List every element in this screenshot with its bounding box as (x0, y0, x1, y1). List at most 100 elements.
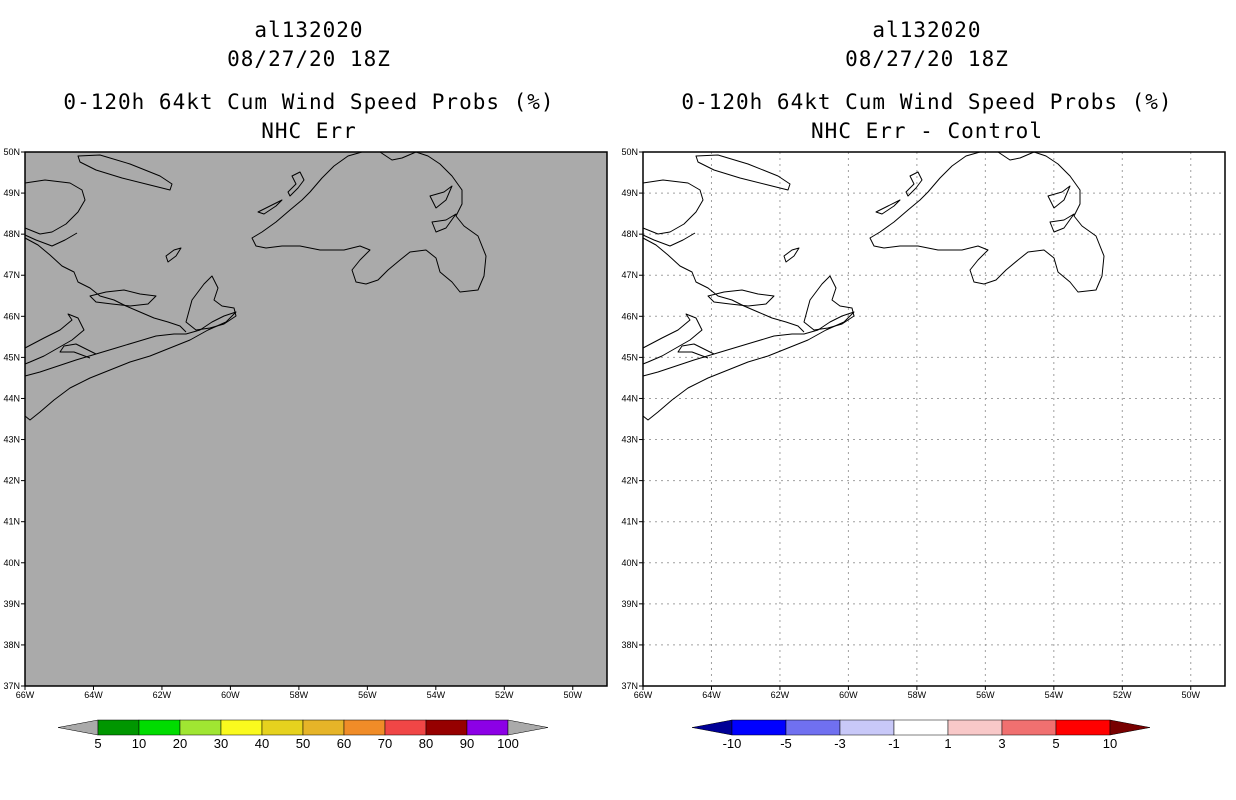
coastline (24, 232, 78, 247)
lon-tick-label: 56W (976, 690, 995, 700)
lat-tick-label: 42N (3, 476, 20, 486)
colorbar-label: 70 (378, 736, 392, 751)
lat-tick-label: 47N (3, 270, 20, 280)
colorbar-label: -3 (834, 736, 846, 751)
colorbar-swatch (1001, 719, 1057, 736)
map-frame (642, 151, 1226, 687)
lon-tick-label: 52W (495, 690, 514, 700)
lon-tick-label: 54W (427, 690, 446, 700)
lat-tick-label: 39N (3, 599, 20, 609)
probability-map: 66W 64W 62W 60W 58W 56W 54W 52W 50W 37N 38N 39N 40N 4… (3, 147, 608, 751)
coastline (429, 185, 453, 209)
lon-tick-label: 66W (16, 690, 35, 700)
colorbar-label: 100 (497, 736, 519, 751)
coastline (869, 151, 1105, 293)
lon-tick-label: 54W (1045, 690, 1064, 700)
lat-tick-label: 45N (3, 352, 20, 362)
coastline (24, 313, 85, 365)
lat-tick-label: 46N (3, 311, 20, 321)
coastline (642, 179, 704, 235)
difference-map: 66W 64W 62W 60W 58W 56W 54W 52W 50W 37N 38N 39N 40N 4… (621, 147, 1226, 751)
colorbar-label: -10 (723, 736, 742, 751)
lon-tick-label: 64W (84, 690, 103, 700)
coastline (165, 247, 182, 263)
map-background (643, 152, 1225, 686)
colorbar-swatch (893, 719, 949, 736)
coastline (707, 289, 775, 307)
lat-tick-label: 48N (621, 229, 638, 239)
colorbar-label: 80 (419, 736, 433, 751)
coastline (642, 237, 805, 333)
colorbar-label: -5 (780, 736, 792, 751)
lat-tick-label: 50N (621, 147, 638, 157)
lat-tick-label: 40N (3, 558, 20, 568)
lat-tick-label: 41N (621, 517, 638, 527)
colorbar-label: -1 (888, 736, 900, 751)
colorbar-min-arrow (691, 719, 733, 736)
lon-tick-label: 60W (221, 690, 240, 700)
colorbar-swatch (302, 719, 345, 736)
coastline (695, 154, 791, 191)
coastline (89, 289, 157, 307)
coastline (677, 343, 715, 359)
lon-tick-label: 60W (839, 690, 858, 700)
lon-tick-label: 64W (702, 690, 721, 700)
lon-tick-label: 62W (153, 690, 172, 700)
map-background (25, 152, 607, 686)
lat-tick-label: 41N (3, 517, 20, 527)
lat-tick-label: 44N (3, 393, 20, 403)
colorbar-swatch (343, 719, 386, 736)
forecast-time: 08/27/20 18Z (845, 47, 1009, 71)
coastline (431, 213, 457, 233)
product-title: 0-120h 64kt Cum Wind Speed Probs (%) (681, 90, 1173, 114)
coastlines (24, 151, 487, 421)
colorbar-max-arrow (1109, 719, 1151, 736)
lon-tick-label: 62W (771, 690, 790, 700)
lat-tick-label: 49N (3, 188, 20, 198)
lat-tick-label: 47N (621, 270, 638, 280)
lat-tick-label: 49N (621, 188, 638, 198)
colorbar-label: 10 (132, 736, 146, 751)
coastline (77, 154, 173, 191)
lon-tick-label: 58W (908, 690, 927, 700)
coastline (1047, 185, 1071, 209)
colorbar-swatch (138, 719, 181, 736)
colorbar-label: 90 (460, 736, 474, 751)
coastline (24, 311, 237, 421)
lon-tick-label: 56W (358, 690, 377, 700)
coastline (875, 199, 901, 215)
colorbar-swatch (261, 719, 304, 736)
coastline (642, 313, 703, 365)
coastline (1049, 213, 1075, 233)
lat-tick-label: 38N (3, 640, 20, 650)
lat-tick-label: 46N (621, 311, 638, 321)
coastline (257, 199, 283, 215)
forecast-time: 08/27/20 18Z (227, 47, 391, 71)
colorbar-swatch (425, 719, 468, 736)
map-frame (24, 151, 608, 687)
colorbar-swatch (1055, 719, 1111, 736)
colorbar-label: 5 (94, 736, 101, 751)
left-panel: al132020 08/27/20 18Z 0-120h 64kt Cum Wi… (3, 18, 608, 751)
colorbar-label: 60 (337, 736, 351, 751)
colorbar-swatch (731, 719, 787, 736)
right-panel: al132020 08/27/20 18Z 0-120h 64kt Cum Wi… (618, 0, 1236, 800)
lon-tick-label: 66W (634, 690, 653, 700)
lat-tick-label: 39N (621, 599, 638, 609)
colorbar-label: 5 (1052, 736, 1059, 751)
coastline (642, 311, 855, 421)
storm-id: al132020 (254, 18, 364, 42)
colorbar-swatch (466, 719, 509, 736)
colorbar-label: 30 (214, 736, 228, 751)
colorbar-swatch (947, 719, 1003, 736)
coastline (803, 275, 855, 331)
coastlines (642, 151, 1105, 421)
colorbar-swatch (785, 719, 841, 736)
colorbar-label: 10 (1103, 736, 1117, 751)
gridlines (643, 152, 1225, 686)
coastline (59, 343, 97, 359)
colorbar-label: 20 (173, 736, 187, 751)
colorbar-swatch (839, 719, 895, 736)
lat-tick-label: 50N (3, 147, 20, 157)
coastline (24, 237, 187, 333)
